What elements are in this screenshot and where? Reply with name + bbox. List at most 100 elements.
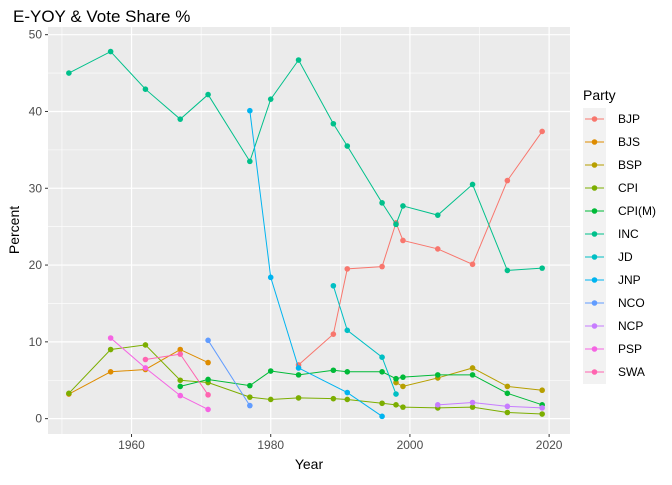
data-point-bjp [539, 128, 545, 135]
data-point-ncp [434, 402, 441, 408]
data-point-bjp [344, 266, 351, 272]
data-point-ncp [539, 405, 545, 411]
data-point-inc [247, 158, 253, 165]
data-point-cpi(m) [393, 375, 399, 382]
data-point-inc [434, 212, 441, 218]
data-point-inc [379, 200, 385, 206]
data-point-cpi(m) [267, 368, 274, 374]
plot-panel [48, 27, 570, 434]
data-point-bjp [379, 263, 385, 270]
data-point-bsp [400, 383, 406, 390]
data-point-cpi [66, 390, 72, 397]
data-point-inc [177, 116, 184, 122]
data-point-bjp [504, 177, 511, 184]
data-point-inc [267, 96, 274, 102]
data-point-ncp [469, 399, 476, 406]
data-point-swa [142, 356, 149, 363]
data-point-jd [330, 282, 337, 289]
y-tick-label: 20 [29, 258, 43, 272]
data-point-cpi [177, 377, 184, 384]
series-line-nco [207, 340, 251, 406]
legend-point [591, 369, 598, 375]
y-tick-label: 50 [29, 28, 43, 42]
data-point-cpi [400, 404, 406, 410]
data-point-nco [247, 402, 253, 409]
legend-point [591, 323, 598, 329]
legend-title: Party [583, 87, 616, 103]
series-line-jd [332, 285, 397, 395]
x-tick-label: 1980 [257, 438, 284, 452]
data-point-cpi(m) [295, 372, 302, 378]
data-point-psp [142, 365, 149, 371]
data-point-cpi [295, 395, 302, 401]
data-point-cpi [504, 409, 511, 416]
series-line-psp [110, 337, 209, 410]
x-tick-label: 2020 [536, 438, 563, 452]
data-point-jd [379, 354, 385, 361]
legend-label: JNP [618, 273, 641, 287]
data-point-inc [504, 267, 511, 274]
data-point-swa [205, 392, 211, 398]
data-point-cpi [330, 395, 337, 402]
legend-label: CPI(M) [618, 204, 656, 218]
data-point-psp [177, 392, 184, 399]
data-point-bjp [469, 261, 476, 268]
legend-point [591, 231, 598, 237]
data-point-cpi [267, 396, 274, 403]
legend-point [591, 162, 598, 168]
data-point-inc [295, 57, 302, 63]
data-point-bjs [177, 346, 184, 353]
data-point-cpi(m) [205, 376, 211, 383]
data-point-inc [66, 70, 72, 76]
data-point-cpi(m) [330, 367, 337, 374]
data-point-cpi(m) [400, 374, 406, 380]
data-point-cpi [539, 411, 545, 417]
data-point-cpi(m) [177, 383, 184, 390]
legend-point [591, 277, 598, 283]
legend-label: INC [618, 227, 639, 241]
legend-point [591, 254, 598, 260]
data-point-inc [344, 143, 351, 149]
data-point-cpi [393, 402, 399, 408]
legend-label: JD [618, 250, 633, 264]
chart-title: E-YOY & Vote Share % [13, 7, 190, 26]
data-point-bsp [393, 379, 399, 386]
data-point-inc [469, 181, 476, 188]
legend-label: BSP [618, 158, 642, 172]
series-line-ncp [437, 402, 543, 409]
data-point-cpi(m) [469, 372, 476, 378]
legend-label: CPI [618, 181, 638, 195]
data-point-cpi(m) [247, 382, 253, 389]
data-point-cpi [469, 404, 476, 410]
data-point-cpi [344, 396, 351, 403]
x-tick-label: 2000 [397, 438, 424, 452]
data-point-jnp [344, 389, 351, 396]
x-tick-label: 1960 [118, 438, 145, 452]
legend-point [591, 139, 598, 145]
legend-point [591, 300, 598, 306]
data-point-jnp [379, 413, 385, 420]
data-point-cpi(m) [434, 372, 441, 378]
series-line-cpi(m) [180, 369, 543, 406]
data-point-cpi(m) [344, 368, 351, 375]
data-point-jnp [267, 274, 274, 281]
y-tick-label: 30 [29, 181, 43, 195]
data-point-inc [142, 86, 149, 93]
data-point-bjp [434, 246, 441, 252]
data-point-inc [539, 265, 545, 271]
data-point-jd [344, 327, 351, 334]
legend-point [591, 185, 598, 191]
data-point-ncp [504, 403, 511, 410]
data-point-bjs [107, 368, 114, 375]
legend-point [591, 116, 598, 122]
data-point-psp [205, 406, 211, 413]
data-point-inc [107, 48, 114, 55]
data-point-inc [393, 221, 399, 228]
legend-point [591, 208, 598, 214]
y-tick-label: 40 [29, 104, 43, 118]
data-point-bjs [205, 359, 211, 366]
x-axis-label: Year [295, 456, 324, 472]
data-point-cpi [107, 346, 114, 353]
y-tick-label: 0 [35, 412, 42, 426]
